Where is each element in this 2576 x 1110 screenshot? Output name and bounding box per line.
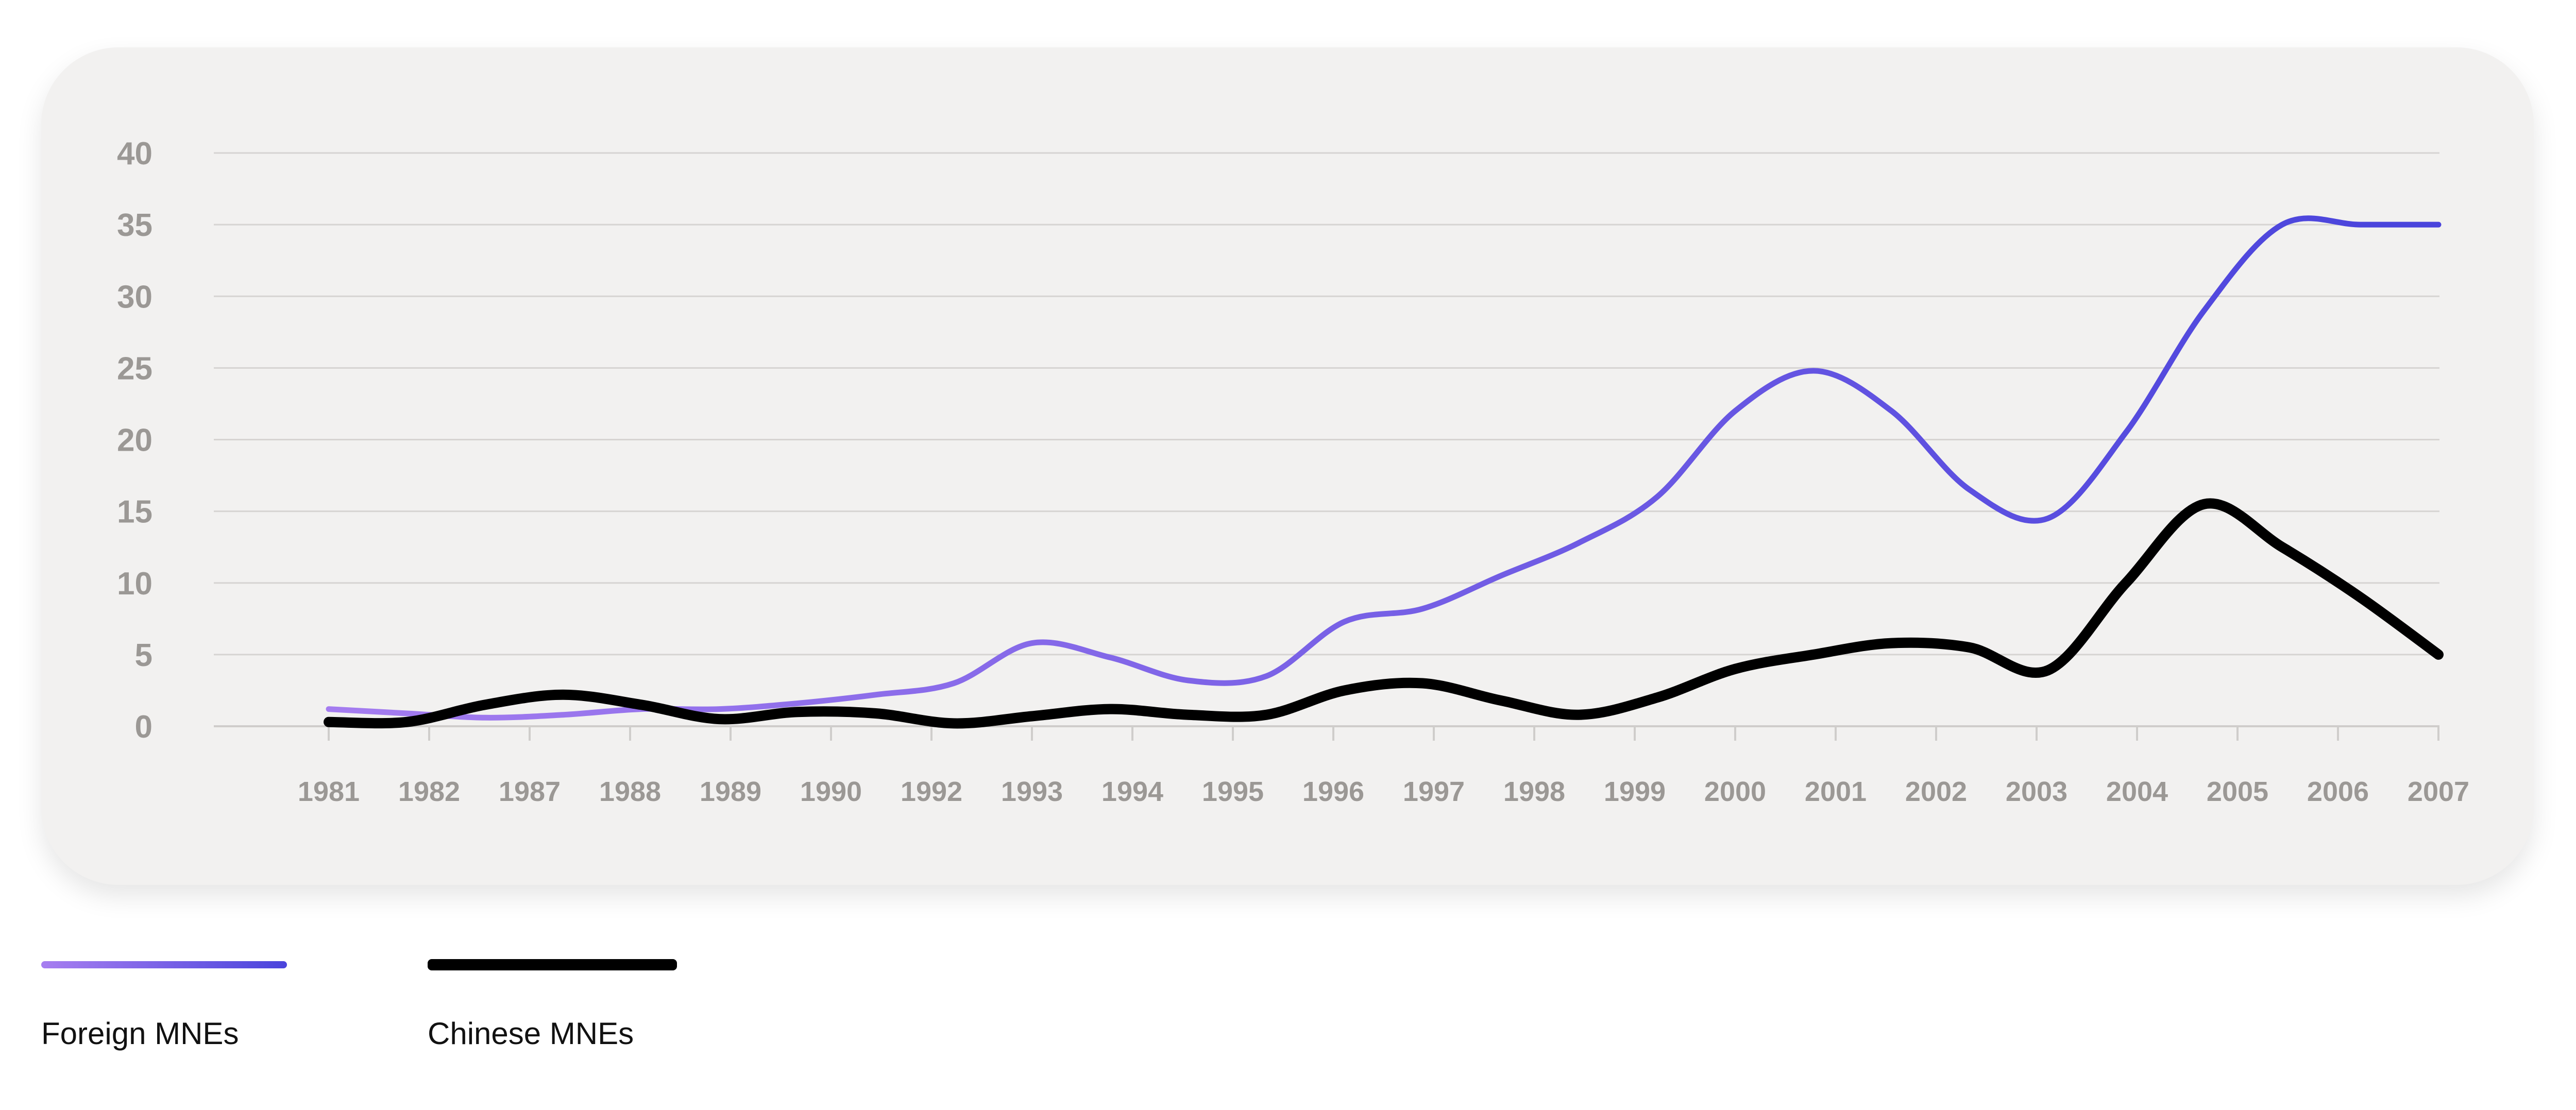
x-axis-labels: 1981 1982 1987 1988 1989 1990 1992 1993 1994 1995… (298, 776, 2469, 807)
series-lines (324, 215, 2444, 729)
x-tick-label-1992: 1992 (901, 776, 962, 807)
x-tick-label-1997: 1997 (1403, 776, 1465, 807)
series-line-foreign-mnes (326, 215, 2442, 721)
x-tick-label-2003: 2003 (2006, 776, 2067, 807)
x-tick-label-1995: 1995 (1202, 776, 1264, 807)
y-axis-labels: 0 5 10 15 20 25 30 35 40 (117, 136, 152, 745)
x-tick-label-1993: 1993 (1001, 776, 1063, 807)
chart-card (41, 47, 2534, 885)
y-tick-label-40: 40 (117, 136, 152, 172)
x-tick-label-2005: 2005 (2207, 776, 2268, 807)
x-tick-label-1998: 1998 (1503, 776, 1565, 807)
x-tick-label-1988: 1988 (599, 776, 661, 807)
x-tick-label-1982: 1982 (398, 776, 460, 807)
y-tick-label-20: 20 (117, 423, 152, 458)
x-tick-label-1981: 1981 (298, 776, 360, 807)
x-axis (214, 725, 2439, 741)
series-line-chinese-mnes (324, 498, 2444, 729)
line-chart: 0 5 10 15 20 25 30 35 40 1981 1982 1987 1988 1989 199… (117, 136, 2469, 807)
legend-label-chinese-mnes: Chinese MNEs (428, 1016, 634, 1051)
x-tick-label-2006: 2006 (2307, 776, 2369, 807)
x-tick-label-2001: 2001 (1805, 776, 1867, 807)
x-tick-label-1996: 1996 (1302, 776, 1364, 807)
legend-swatch-foreign-mnes (41, 961, 287, 968)
y-tick-label-35: 35 (117, 208, 152, 243)
x-tick-label-1987: 1987 (499, 776, 561, 807)
legend: Foreign MNEs Chinese MNEs (0, 958, 2576, 1061)
legend-label-foreign-mnes: Foreign MNEs (41, 1016, 239, 1051)
y-tick-label-5: 5 (135, 638, 152, 673)
y-tick-label-10: 10 (117, 566, 152, 602)
x-tick-label-1999: 1999 (1604, 776, 1666, 807)
y-tick-label-15: 15 (117, 494, 152, 530)
legend-swatch-chinese-mnes (428, 959, 677, 970)
gridlines (214, 152, 2439, 656)
y-tick-label-25: 25 (117, 351, 152, 386)
x-tick-label-2004: 2004 (2106, 776, 2168, 807)
y-tick-label-30: 30 (117, 279, 152, 315)
x-tick-label-1994: 1994 (1101, 776, 1163, 807)
x-tick-label-1989: 1989 (700, 776, 761, 807)
y-tick-label-0: 0 (135, 709, 152, 745)
x-tick-label-1990: 1990 (800, 776, 862, 807)
x-tick-label-2007: 2007 (2408, 776, 2469, 807)
x-tick-label-2000: 2000 (1704, 776, 1766, 807)
x-tick-label-2002: 2002 (1905, 776, 1967, 807)
